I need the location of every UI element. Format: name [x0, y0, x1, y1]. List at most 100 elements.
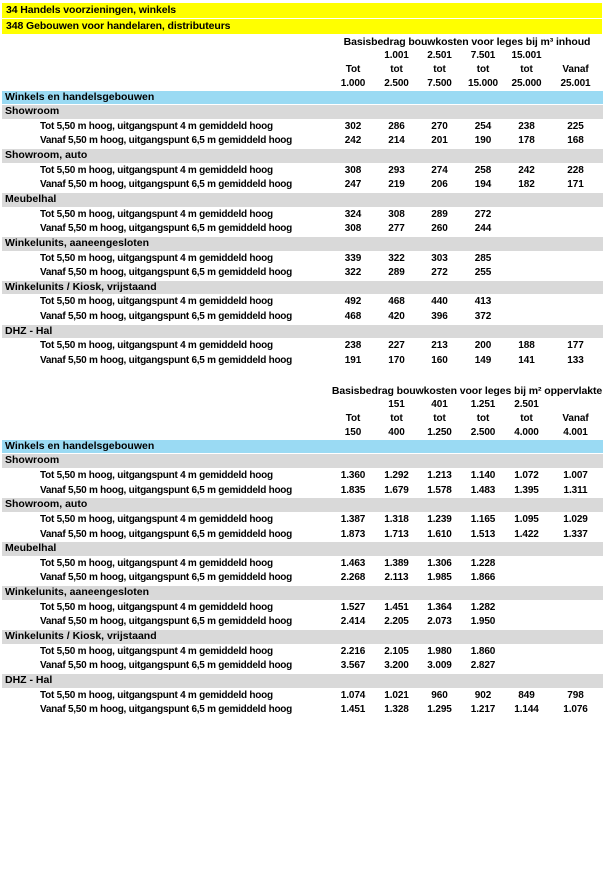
value-cell: 1.318 [384, 513, 409, 525]
value-cell: 1.360 [340, 469, 366, 481]
value-cell: 1.140 [470, 469, 496, 481]
value-cell: 277 [388, 223, 405, 235]
section-band: Showroom [2, 454, 603, 469]
value-cell: 1.095 [514, 513, 539, 525]
column-header: 2.500 [470, 426, 496, 438]
row-label: Tot 5,50 m hoog, uitgangspunt 4 m gemidd… [40, 296, 273, 308]
value-cell [505, 615, 548, 630]
value-cell [505, 557, 548, 572]
group-header-band: Winkels en handelsgebouwen [2, 439, 603, 455]
value-cell: 1.389 [384, 557, 409, 569]
value-cell: 1.021 [384, 689, 409, 701]
value-cell: 1.295 [427, 704, 452, 716]
value-cell: 420 [388, 311, 405, 323]
value-cell [505, 266, 548, 281]
table-row: Tot 5,50 m hoog, uitgangspunt 4 m gemidd… [2, 120, 603, 135]
value-cell: 302 [344, 120, 362, 132]
value-cell: 293 [388, 164, 405, 176]
value-cell: 141 [518, 355, 535, 367]
value-cell: 1.282 [470, 601, 496, 613]
table-row: Tot 5,50 m hoog, uitgangspunt 4 m gemidd… [2, 645, 603, 660]
value-cell: 849 [518, 689, 535, 701]
value-cell: 255 [474, 267, 492, 279]
value-cell: 1.074 [340, 689, 366, 701]
section-band: Showroom, auto [2, 498, 603, 513]
column-header: tot [520, 63, 533, 75]
column-header: 1.001 [384, 49, 409, 61]
category-title-line-2: 348 Gebouwen voor handelaren, distribute… [2, 19, 602, 34]
row-label: Vanaf 5,50 m hoog, uitgangspunt 6,5 m ge… [40, 484, 293, 496]
column-header: Vanaf [562, 412, 589, 424]
value-cell: 206 [431, 179, 448, 191]
row-label: Vanaf 5,50 m hoog, uitgangspunt 6,5 m ge… [40, 660, 293, 672]
value-cell: 308 [344, 164, 362, 176]
table-row: Tot 5,50 m hoog, uitgangspunt 4 m gemidd… [2, 469, 603, 484]
row-label: Tot 5,50 m hoog, uitgangspunt 4 m gemidd… [40, 689, 273, 701]
value-cell: 1.292 [384, 469, 409, 481]
value-cell [548, 252, 603, 267]
value-cell [548, 615, 603, 630]
value-cell [505, 295, 548, 310]
table-m2-oppervlakte: Basisbedrag bouwkosten voor leges bij m²… [2, 385, 603, 718]
value-cell [505, 310, 548, 325]
row-label: Tot 5,50 m hoog, uitgangspunt 4 m gemidd… [40, 120, 273, 132]
value-cell [548, 266, 603, 281]
value-cell [505, 601, 548, 616]
value-cell: 160 [431, 355, 448, 367]
column-header: 7.500 [427, 77, 452, 89]
section-band: Meubelhal [2, 542, 603, 557]
value-cell: 133 [567, 355, 584, 367]
row-label: Vanaf 5,50 m hoog, uitgangspunt 6,5 m ge… [40, 267, 293, 279]
row-label: Tot 5,50 m hoog, uitgangspunt 4 m gemidd… [40, 557, 273, 569]
column-header: 15.000 [468, 77, 498, 89]
value-cell [548, 208, 603, 223]
column-header [331, 398, 375, 412]
table-row: Vanaf 5,50 m hoog, uitgangspunt 6,5 m ge… [2, 484, 603, 499]
row-label: Tot 5,50 m hoog, uitgangspunt 4 m gemidd… [40, 208, 273, 220]
section-band: Showroom, auto [2, 149, 603, 164]
value-cell: 2.268 [340, 572, 366, 584]
column-header: 2.501 [427, 49, 452, 61]
value-cell: 2.414 [340, 616, 366, 628]
table-title: Basisbedrag bouwkosten voor leges bij m²… [331, 384, 603, 397]
value-cell: 1.387 [340, 513, 366, 525]
table-title: Basisbedrag bouwkosten voor leges bij m³… [343, 35, 591, 48]
column-header-row: Tot tot tot tot tot Vanaf [2, 412, 603, 426]
value-cell: 168 [567, 135, 584, 147]
value-cell: 190 [474, 135, 492, 147]
value-cell: 1.713 [384, 528, 409, 540]
column-header: 15.001 [511, 49, 542, 61]
value-cell: 191 [344, 355, 362, 367]
column-header: tot [390, 412, 403, 424]
row-label: Vanaf 5,50 m hoog, uitgangspunt 6,5 m ge… [40, 355, 293, 367]
value-cell: 1.527 [340, 601, 366, 613]
value-cell: 1.835 [340, 484, 366, 496]
value-cell: 228 [567, 164, 584, 176]
value-cell: 1.860 [470, 645, 496, 657]
table-row: Vanaf 5,50 m hoog, uitgangspunt 6,5 m ge… [2, 659, 603, 674]
spacer-cell [2, 36, 331, 49]
value-cell: 1.873 [340, 528, 366, 540]
value-cell: 322 [388, 252, 405, 264]
section-band: Meubelhal [2, 192, 603, 208]
table-title-row: Basisbedrag bouwkosten voor leges bij m²… [2, 385, 603, 398]
spacer-cell [2, 49, 331, 63]
column-header: 4.000 [514, 426, 539, 438]
table-row: Tot 5,50 m hoog, uitgangspunt 4 m gemidd… [2, 339, 603, 354]
column-header: tot [476, 412, 490, 424]
section-band: Winkelunits, aaneengesloten [2, 236, 603, 252]
value-cell [548, 645, 603, 660]
table-row: Tot 5,50 m hoog, uitgangspunt 4 m gemidd… [2, 252, 603, 267]
column-header-row: Tot tot tot tot tot Vanaf [2, 63, 603, 77]
row-label: Vanaf 5,50 m hoog, uitgangspunt 6,5 m ge… [40, 223, 293, 235]
spacer-cell [2, 385, 331, 398]
value-cell: 247 [344, 179, 362, 191]
row-label: Tot 5,50 m hoog, uitgangspunt 4 m gemidd… [40, 469, 273, 481]
table-row: Vanaf 5,50 m hoog, uitgangspunt 6,5 m ge… [2, 703, 603, 718]
table-row: Vanaf 5,50 m hoog, uitgangspunt 6,5 m ge… [2, 266, 603, 281]
value-cell: 1.985 [427, 572, 452, 584]
row-label: Tot 5,50 m hoog, uitgangspunt 4 m gemidd… [40, 340, 273, 352]
value-cell: 1.451 [384, 601, 409, 613]
value-cell: 308 [388, 208, 405, 220]
